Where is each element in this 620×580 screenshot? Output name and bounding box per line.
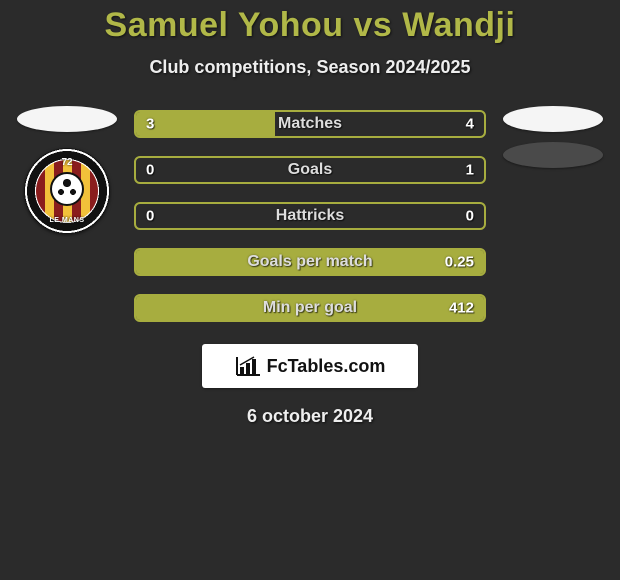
stat-label: Min per goal: [263, 299, 357, 317]
bar-chart-icon: [235, 355, 261, 377]
left-column: 72 LE MANS: [12, 106, 122, 234]
stat-bars: 3 Matches 4 0 Goals 1 0 Hattricks 0: [134, 106, 486, 322]
badge-top-text: 72: [61, 157, 72, 168]
brand-text: FcTables.com: [267, 356, 386, 377]
player-photo-placeholder-left: [17, 106, 117, 132]
stat-bar-matches: 3 Matches 4: [134, 110, 486, 138]
stat-label: Goals: [288, 161, 332, 179]
stat-bar-goals-per-match: Goals per match 0.25: [134, 248, 486, 276]
stat-value-right: 1: [466, 162, 474, 179]
stat-bar-goals: 0 Goals 1: [134, 156, 486, 184]
stat-value-left: 0: [146, 208, 154, 225]
badge-bottom-text: LE MANS: [50, 217, 85, 224]
bar-fill-left: [136, 112, 275, 136]
stat-bar-hattricks: 0 Hattricks 0: [134, 202, 486, 230]
content-row: 72 LE MANS 3 Matches 4 0 Goals 1: [0, 106, 620, 322]
page-title: Samuel Yohou vs Wandji: [0, 6, 620, 45]
widget-root: Samuel Yohou vs Wandji Club competitions…: [0, 0, 620, 427]
stat-value-right: 4: [466, 116, 474, 133]
stat-value-right: 0.25: [445, 254, 474, 271]
stat-value-right: 412: [449, 300, 474, 317]
stat-value-right: 0: [466, 208, 474, 225]
page-subtitle: Club competitions, Season 2024/2025: [0, 57, 620, 78]
club-badge-placeholder-right: [503, 142, 603, 168]
stat-label: Hattricks: [276, 207, 344, 225]
club-badge-left: 72 LE MANS: [24, 148, 110, 234]
player-photo-placeholder-right: [503, 106, 603, 132]
stat-value-left: 3: [146, 116, 154, 133]
stat-bar-min-per-goal: Min per goal 412: [134, 294, 486, 322]
badge-ball-icon: [50, 172, 84, 206]
footer-date: 6 october 2024: [0, 406, 620, 427]
stat-label: Matches: [278, 115, 342, 133]
right-column: [498, 106, 608, 168]
stat-value-left: 0: [146, 162, 154, 179]
brand-link[interactable]: FcTables.com: [202, 344, 418, 388]
stat-label: Goals per match: [247, 253, 372, 271]
